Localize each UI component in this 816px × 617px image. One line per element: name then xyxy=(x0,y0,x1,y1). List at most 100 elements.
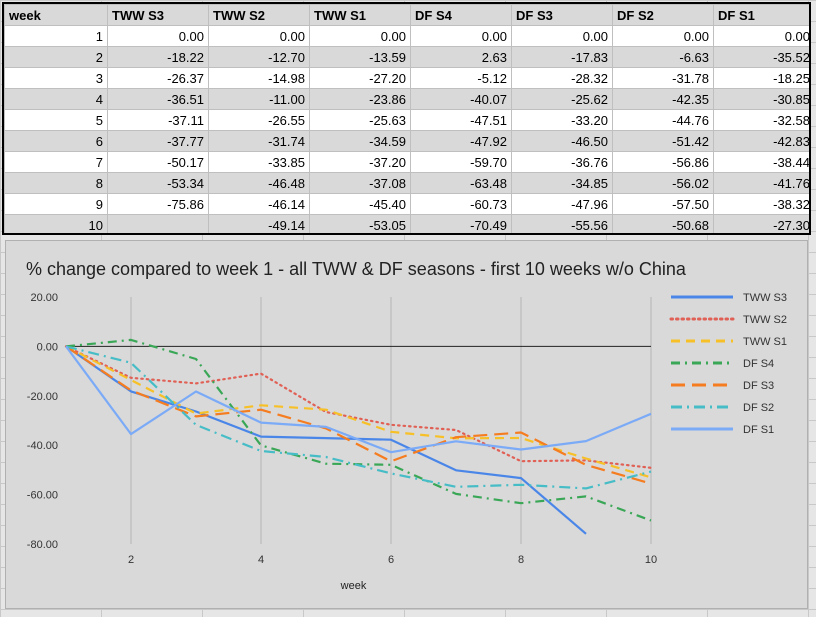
week-cell[interactable]: 4 xyxy=(4,88,108,110)
value-cell[interactable]: -50.68 xyxy=(612,214,714,233)
column-header[interactable]: TWW S3 xyxy=(107,4,209,26)
value-cell[interactable]: -56.86 xyxy=(612,151,714,173)
value-cell[interactable]: -37.08 xyxy=(309,172,411,194)
value-cell[interactable]: -35.52 xyxy=(713,46,809,68)
column-header[interactable]: DF S3 xyxy=(511,4,613,26)
series-line xyxy=(65,345,652,454)
value-cell[interactable]: 0.00 xyxy=(511,25,613,47)
value-cell[interactable]: -27.30 xyxy=(713,214,809,233)
value-cell[interactable]: -33.85 xyxy=(208,151,310,173)
value-cell[interactable]: -46.50 xyxy=(511,130,613,152)
y-tick-label: -40.00 xyxy=(27,440,58,452)
value-cell[interactable]: -70.49 xyxy=(410,214,512,233)
week-cell[interactable]: 7 xyxy=(4,151,108,173)
value-cell[interactable]: 0.00 xyxy=(208,25,310,47)
value-cell[interactable]: 0.00 xyxy=(612,25,714,47)
table-row: 7 -50.17 -33.85 -37.20 -59.70 -36.76 -56.86 -38… xyxy=(4,151,809,173)
value-cell[interactable]: -37.20 xyxy=(309,151,411,173)
column-header[interactable]: TWW S1 xyxy=(309,4,411,26)
value-cell[interactable]: -60.73 xyxy=(410,193,512,215)
value-cell[interactable]: -59.70 xyxy=(410,151,512,173)
value-cell[interactable]: -53.05 xyxy=(309,214,411,233)
value-cell[interactable]: -11.00 xyxy=(208,88,310,110)
week-cell[interactable]: 10 xyxy=(4,214,108,233)
value-cell[interactable]: -18.22 xyxy=(107,46,209,68)
week-cell[interactable]: 3 xyxy=(4,67,108,89)
value-cell[interactable]: 0.00 xyxy=(410,25,512,47)
x-tick-label: 6 xyxy=(388,554,394,566)
value-cell[interactable]: -17.83 xyxy=(511,46,613,68)
value-cell[interactable]: 0.00 xyxy=(107,25,209,47)
value-cell[interactable]: -26.55 xyxy=(208,109,310,131)
chart-panel[interactable]: % change compared to week 1 - all TWW & … xyxy=(5,240,808,609)
value-cell[interactable]: -47.92 xyxy=(410,130,512,152)
value-cell[interactable]: -49.14 xyxy=(208,214,310,233)
value-cell[interactable]: -75.86 xyxy=(107,193,209,215)
value-cell[interactable]: -13.59 xyxy=(309,46,411,68)
week-cell[interactable]: 2 xyxy=(4,46,108,68)
value-cell[interactable] xyxy=(107,214,209,233)
value-cell[interactable]: -23.86 xyxy=(309,88,411,110)
value-cell[interactable]: -5.12 xyxy=(410,67,512,89)
value-cell[interactable]: -46.14 xyxy=(208,193,310,215)
week-cell[interactable]: 1 xyxy=(4,25,108,47)
value-cell[interactable]: -63.48 xyxy=(410,172,512,194)
value-cell[interactable]: -37.11 xyxy=(107,109,209,131)
value-cell[interactable]: -6.63 xyxy=(612,46,714,68)
value-cell[interactable]: -38.32 xyxy=(713,193,809,215)
value-cell[interactable]: -37.77 xyxy=(107,130,209,152)
value-cell[interactable]: -44.76 xyxy=(612,109,714,131)
value-cell[interactable]: -25.62 xyxy=(511,88,613,110)
value-cell[interactable]: -31.78 xyxy=(612,67,714,89)
series-line xyxy=(65,345,652,479)
table-row: 5 -37.11 -26.55 -25.63 -47.51 -33.20 -44.76 -32… xyxy=(4,109,809,131)
series-line xyxy=(65,345,652,485)
value-cell[interactable]: -26.37 xyxy=(107,67,209,89)
column-header[interactable]: TWW S2 xyxy=(208,4,310,26)
value-cell[interactable]: -36.51 xyxy=(107,88,209,110)
column-header[interactable]: DF S1 xyxy=(713,4,809,26)
value-cell[interactable]: -40.07 xyxy=(410,88,512,110)
value-cell[interactable]: -18.25 xyxy=(713,67,809,89)
value-cell[interactable]: -12.70 xyxy=(208,46,310,68)
value-cell[interactable]: -57.50 xyxy=(612,193,714,215)
value-cell[interactable]: -56.02 xyxy=(612,172,714,194)
week-cell[interactable]: 6 xyxy=(4,130,108,152)
value-cell[interactable]: -27.20 xyxy=(309,67,411,89)
value-cell[interactable]: -25.63 xyxy=(309,109,411,131)
column-header[interactable]: DF S2 xyxy=(612,4,714,26)
value-cell[interactable]: -55.56 xyxy=(511,214,613,233)
value-cell[interactable]: 0.00 xyxy=(713,25,809,47)
value-cell[interactable]: -32.58 xyxy=(713,109,809,131)
x-tick-label: 10 xyxy=(645,554,657,566)
value-cell[interactable]: -28.32 xyxy=(511,67,613,89)
week-cell[interactable]: 9 xyxy=(4,193,108,215)
value-cell[interactable]: -34.59 xyxy=(309,130,411,152)
value-cell[interactable]: -38.44 xyxy=(713,151,809,173)
y-tick-label: 0.00 xyxy=(37,341,58,353)
x-axis-label: week xyxy=(340,580,367,592)
value-cell[interactable]: -50.17 xyxy=(107,151,209,173)
value-cell[interactable]: -34.85 xyxy=(511,172,613,194)
value-cell[interactable]: 2.63 xyxy=(410,46,512,68)
column-header[interactable]: DF S4 xyxy=(410,4,512,26)
y-tick-label: -60.00 xyxy=(27,490,58,502)
value-cell[interactable]: -41.76 xyxy=(713,172,809,194)
value-cell[interactable]: -42.83 xyxy=(713,130,809,152)
value-cell[interactable]: -53.34 xyxy=(107,172,209,194)
column-header[interactable]: week xyxy=(4,4,108,26)
value-cell[interactable]: -47.51 xyxy=(410,109,512,131)
value-cell[interactable]: -47.96 xyxy=(511,193,613,215)
value-cell[interactable]: -14.98 xyxy=(208,67,310,89)
week-cell[interactable]: 5 xyxy=(4,109,108,131)
value-cell[interactable]: -36.76 xyxy=(511,151,613,173)
value-cell[interactable]: -42.35 xyxy=(612,88,714,110)
value-cell[interactable]: -33.20 xyxy=(511,109,613,131)
value-cell[interactable]: -45.40 xyxy=(309,193,411,215)
value-cell[interactable]: 0.00 xyxy=(309,25,411,47)
value-cell[interactable]: -30.85 xyxy=(713,88,809,110)
value-cell[interactable]: -51.42 xyxy=(612,130,714,152)
value-cell[interactable]: -31.74 xyxy=(208,130,310,152)
value-cell[interactable]: -46.48 xyxy=(208,172,310,194)
week-cell[interactable]: 8 xyxy=(4,172,108,194)
